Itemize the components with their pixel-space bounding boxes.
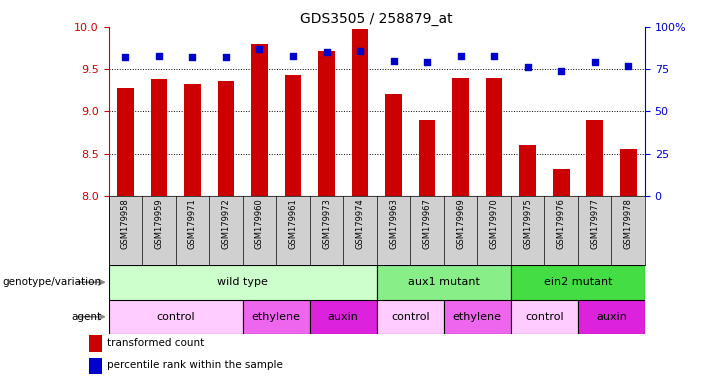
- Bar: [385, 94, 402, 196]
- Text: transformed count: transformed count: [107, 338, 204, 348]
- Text: ethylene: ethylene: [453, 312, 502, 322]
- Bar: [243, 300, 310, 334]
- Bar: [486, 78, 503, 196]
- Text: auxin: auxin: [328, 312, 359, 322]
- Text: ein2 mutant: ein2 mutant: [544, 277, 612, 287]
- Point: [522, 65, 533, 71]
- Text: GSM179967: GSM179967: [423, 198, 432, 249]
- Point: [154, 53, 165, 59]
- Bar: [285, 75, 301, 196]
- Bar: [586, 120, 603, 196]
- Text: GSM179976: GSM179976: [557, 198, 566, 249]
- Bar: [578, 300, 645, 334]
- Point: [421, 59, 433, 65]
- Bar: [109, 265, 377, 300]
- Point: [489, 53, 500, 59]
- Point: [589, 59, 600, 65]
- Bar: [90, 358, 102, 374]
- Text: GSM179972: GSM179972: [222, 198, 231, 249]
- Bar: [184, 84, 200, 196]
- Bar: [117, 88, 134, 196]
- Point: [555, 68, 566, 74]
- Text: control: control: [391, 312, 430, 322]
- Text: control: control: [156, 312, 195, 322]
- Text: GSM179974: GSM179974: [355, 198, 365, 249]
- Text: GSM179958: GSM179958: [121, 198, 130, 249]
- Bar: [418, 120, 435, 196]
- Text: GSM179977: GSM179977: [590, 198, 599, 249]
- Text: wild type: wild type: [217, 277, 268, 287]
- Text: GSM179960: GSM179960: [255, 198, 264, 249]
- Text: ethylene: ethylene: [252, 312, 301, 322]
- Text: GSM179973: GSM179973: [322, 198, 331, 249]
- Text: GSM179961: GSM179961: [289, 198, 297, 249]
- Text: agent: agent: [72, 312, 102, 322]
- Point: [254, 46, 265, 52]
- Bar: [377, 265, 511, 300]
- Text: GSM179975: GSM179975: [523, 198, 532, 249]
- Point: [220, 54, 231, 60]
- Text: GSM179963: GSM179963: [389, 198, 398, 249]
- Bar: [251, 44, 268, 196]
- Bar: [318, 51, 335, 196]
- Point: [388, 58, 399, 64]
- Text: GSM179971: GSM179971: [188, 198, 197, 249]
- Bar: [90, 336, 102, 352]
- Text: genotype/variation: genotype/variation: [3, 277, 102, 287]
- Text: GSM179970: GSM179970: [489, 198, 498, 249]
- Bar: [151, 79, 168, 196]
- Point: [355, 48, 366, 54]
- Bar: [519, 145, 536, 196]
- Bar: [511, 300, 578, 334]
- Point: [120, 54, 131, 60]
- Title: GDS3505 / 258879_at: GDS3505 / 258879_at: [301, 12, 453, 26]
- Bar: [109, 300, 243, 334]
- Bar: [377, 300, 444, 334]
- Bar: [452, 78, 469, 196]
- Bar: [511, 265, 645, 300]
- Bar: [352, 30, 369, 196]
- Bar: [620, 149, 637, 196]
- Point: [455, 53, 466, 59]
- Text: GSM179959: GSM179959: [154, 198, 163, 248]
- Point: [287, 53, 299, 59]
- Point: [321, 49, 332, 55]
- Text: control: control: [525, 312, 564, 322]
- Text: GSM179978: GSM179978: [624, 198, 633, 249]
- Text: GSM179969: GSM179969: [456, 198, 465, 249]
- Text: auxin: auxin: [596, 312, 627, 322]
- Point: [187, 54, 198, 60]
- Bar: [444, 300, 511, 334]
- Text: percentile rank within the sample: percentile rank within the sample: [107, 361, 283, 371]
- Bar: [553, 169, 569, 196]
- Bar: [310, 300, 377, 334]
- Text: aux1 mutant: aux1 mutant: [408, 277, 479, 287]
- Point: [622, 63, 634, 69]
- Bar: [217, 81, 234, 196]
